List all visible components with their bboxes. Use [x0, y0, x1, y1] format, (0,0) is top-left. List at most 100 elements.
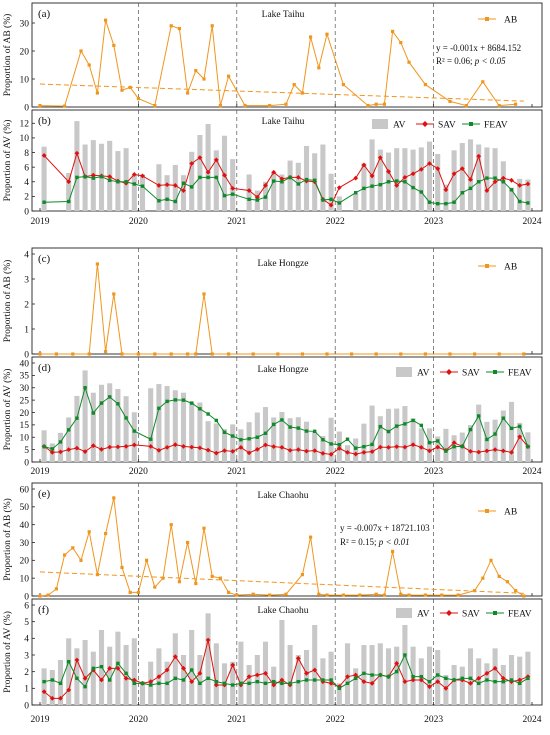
ab-data-point: [325, 32, 329, 36]
feav-data-point: [206, 676, 210, 681]
av-bar: [476, 404, 482, 462]
ab-data-point: [136, 352, 140, 356]
av-bar: [353, 193, 359, 211]
sav-data-point: [484, 670, 490, 676]
x-tick-label: 2021: [227, 467, 246, 477]
feav-data-point: [288, 175, 292, 180]
lake-title: Lake Hongze: [258, 259, 309, 269]
feav-data-point: [427, 440, 432, 445]
feav-data-point: [288, 681, 292, 686]
av-bar: [402, 625, 408, 705]
sav-data-point: [509, 449, 514, 455]
sav-data-point: [500, 175, 506, 181]
av-bar: [410, 418, 416, 462]
y-tick-label: 30: [20, 19, 30, 29]
av-bar: [451, 665, 457, 705]
av-bar: [426, 141, 433, 211]
av-bar: [205, 421, 211, 462]
feav-data-point: [304, 429, 309, 433]
feav-data-point: [231, 683, 235, 687]
av-bar: [484, 663, 490, 705]
feav-data-point: [263, 195, 268, 199]
legend-marker-ab: [485, 509, 489, 513]
ab-data-point: [194, 69, 198, 73]
feav-data-point: [108, 678, 112, 682]
sav-data-point: [263, 670, 268, 676]
ab-data-point: [186, 91, 190, 95]
feav-data-point: [222, 193, 227, 198]
x-tick-label: 2022: [326, 715, 345, 725]
feav-data-point: [181, 181, 186, 185]
av-bar: [303, 421, 310, 462]
sav-data-point: [435, 444, 441, 450]
ab-data-point: [87, 63, 91, 67]
av-bar: [426, 428, 433, 462]
ab-data-point: [522, 352, 526, 356]
av-bar: [467, 425, 474, 462]
trend-r2: R² = 0.15; p < 0.01: [340, 537, 410, 547]
feav-data-point: [58, 681, 63, 686]
ab-data-point: [391, 29, 395, 33]
feav-data-point: [214, 418, 218, 423]
av-bar: [312, 625, 318, 705]
sav-data-point: [197, 670, 203, 676]
feav-data-point: [509, 426, 514, 431]
ab-data-point: [169, 24, 173, 28]
sav-data-point: [254, 672, 260, 678]
av-bar: [66, 173, 72, 211]
sav-data-point: [263, 442, 268, 448]
av-bar: [451, 150, 457, 211]
feav-data-point: [477, 414, 481, 418]
feav-data-point: [411, 674, 415, 679]
sav-data-point: [66, 179, 72, 185]
sav-data-point: [312, 448, 318, 454]
ab-data-point: [120, 88, 124, 92]
ab-data-point: [202, 526, 206, 530]
av-bar: [115, 388, 121, 462]
feav-data-point: [444, 201, 448, 206]
feav-data-point: [75, 416, 79, 420]
feav-data-point: [157, 199, 161, 203]
feav-data-point: [83, 386, 87, 390]
ab-data-point: [399, 592, 403, 596]
sav-data-point: [336, 185, 342, 191]
feav-data-point: [518, 681, 522, 686]
sav-data-point: [476, 153, 482, 159]
feav-data-point: [501, 180, 505, 184]
sav-data-point: [361, 679, 367, 685]
av-bar: [517, 422, 523, 462]
feav-data-point: [378, 424, 382, 429]
feav-data-point: [337, 442, 341, 447]
legend-label-av: AV: [393, 121, 406, 131]
sav-data-point: [451, 440, 457, 446]
sav-data-point: [181, 188, 186, 193]
av-bar: [508, 401, 515, 462]
sav-data-point: [115, 444, 121, 450]
legend-label-sav: SAV: [462, 369, 480, 379]
feav-data-point: [329, 442, 333, 446]
feav-data-point: [436, 439, 440, 443]
sav-data-point: [427, 448, 432, 454]
feav-data-point: [370, 673, 374, 677]
av-bar: [238, 641, 244, 705]
sav-data-point: [312, 667, 318, 673]
sav-data-point: [181, 444, 186, 449]
ab-data-point: [374, 102, 378, 106]
feav-data-point: [255, 435, 259, 439]
sav-data-point: [107, 665, 113, 671]
ab-data-point: [481, 80, 485, 84]
feav-data-point: [116, 180, 120, 184]
sav-data-point: [41, 153, 47, 158]
ab-data-point: [341, 83, 345, 87]
feav-data-point: [165, 197, 169, 202]
sav-data-point: [140, 173, 145, 179]
sav-series-line: [43, 639, 529, 699]
av-bar: [435, 154, 441, 211]
sav-data-point: [410, 677, 416, 683]
feav-data-point: [288, 425, 292, 429]
sav-data-point: [353, 451, 359, 457]
feav-data-point: [116, 402, 120, 406]
ab-data-point: [284, 102, 288, 106]
sav-data-point: [418, 677, 424, 683]
sav-data-point: [386, 169, 391, 174]
